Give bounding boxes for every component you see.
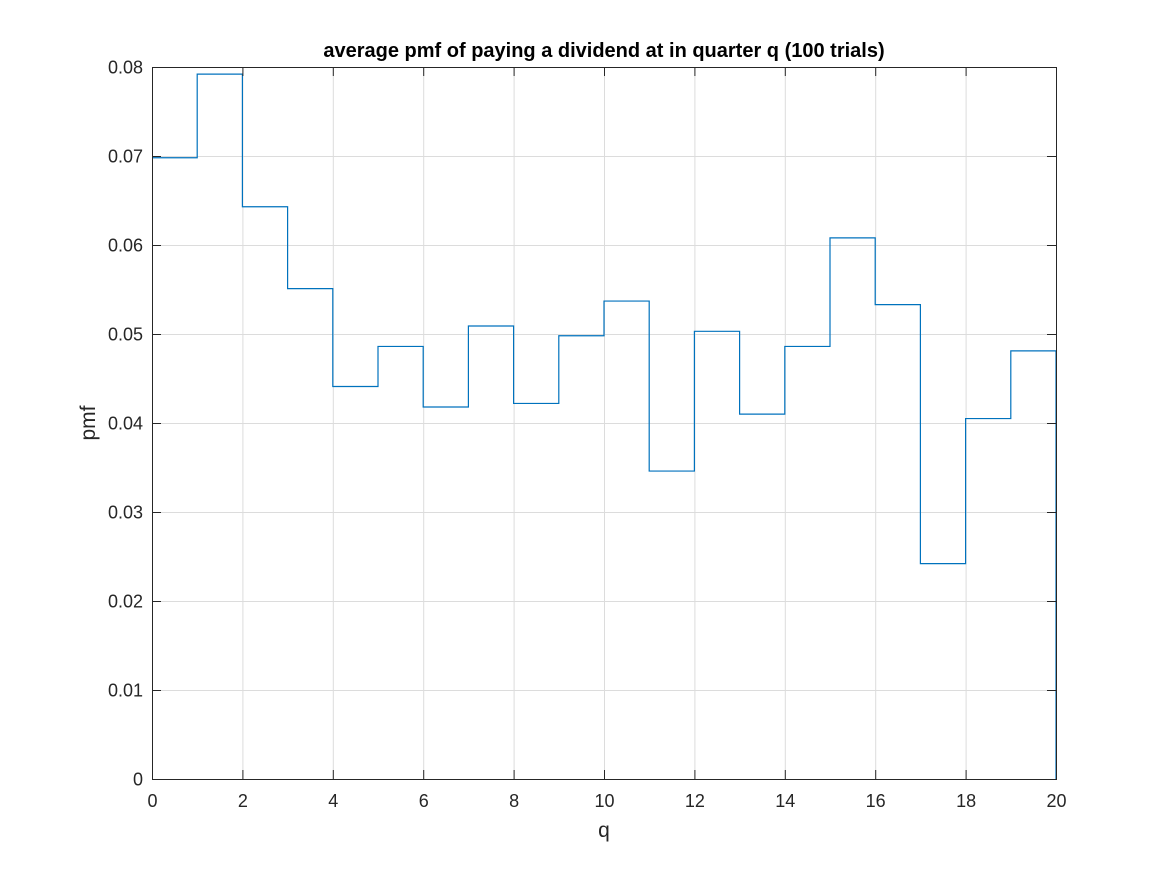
y-tick-label: 0 [133, 770, 143, 790]
x-tick-label: 18 [956, 791, 976, 811]
x-tick-label: 6 [419, 791, 429, 811]
chart-title: average pmf of paying a dividend at in q… [323, 40, 884, 62]
x-tick-label: 14 [775, 791, 795, 811]
x-tick-label: 12 [685, 791, 705, 811]
series-layer [152, 73, 1057, 779]
y-tick-label: 0.02 [108, 592, 143, 612]
y-tick-label: 0.05 [108, 325, 143, 345]
y-tick-label: 0.06 [108, 236, 143, 256]
x-tick-label: 0 [147, 791, 157, 811]
y-tick-label: 0.01 [108, 681, 143, 701]
y-axis-label: pmf [77, 405, 100, 440]
x-tick-label: 8 [509, 791, 519, 811]
y-tick-label: 0.07 [108, 147, 143, 167]
grid [152, 67, 1056, 779]
tick-labels: 0 2 4 6 8 10 12 14 16 18 20 0 0.01 0.02 0.03 0.04 0.05 0.… [108, 58, 1067, 812]
x-tick-label: 16 [866, 791, 886, 811]
ticks [152, 67, 1057, 780]
x-tick-label: 20 [1046, 791, 1066, 811]
y-tick-label: 0.04 [108, 414, 143, 434]
x-axis-label: q [598, 819, 610, 842]
x-tick-label: 10 [594, 791, 614, 811]
y-tick-label: 0.03 [108, 503, 143, 523]
x-tick-label: 2 [238, 791, 248, 811]
x-tick-label: 4 [328, 791, 338, 811]
y-tick-label: 0.08 [108, 58, 143, 78]
series-stairs-line [152, 73, 1057, 779]
